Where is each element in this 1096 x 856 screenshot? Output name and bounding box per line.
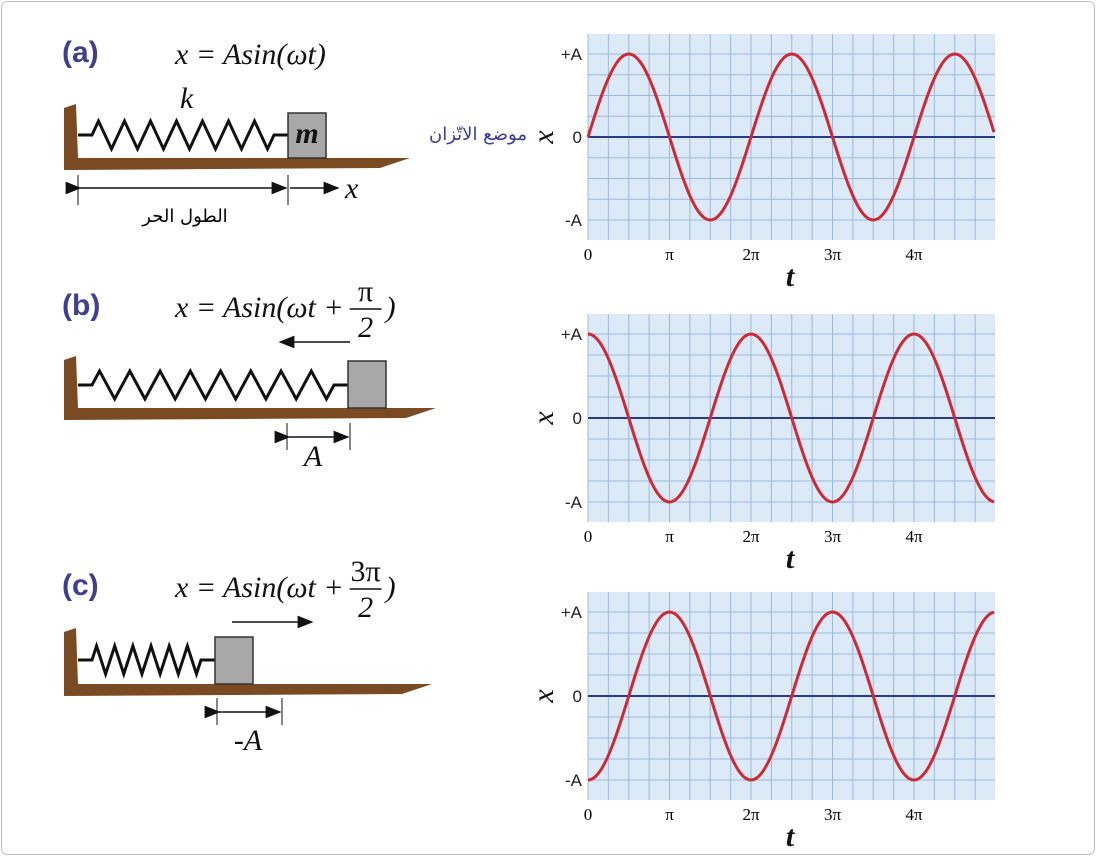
x-tick-label: π <box>665 805 674 824</box>
x-tick-label: 2π <box>742 805 760 824</box>
fraction-denominator: 2 <box>358 311 373 344</box>
x-tick-label: π <box>665 245 674 264</box>
x-tick-label: 2π <box>742 245 760 264</box>
fraction-denominator: 2 <box>358 591 373 624</box>
equilibrium-label: موضع الاتّزان <box>429 124 527 145</box>
equation: x = Asin(ωt + <box>174 291 344 324</box>
spring-label: k <box>180 82 194 115</box>
mass <box>287 112 327 159</box>
spring <box>78 641 215 679</box>
equation: ) <box>384 291 396 324</box>
mass <box>347 360 387 409</box>
floor <box>64 684 432 696</box>
y-tick-label: +A <box>561 603 583 622</box>
amplitude-label: -A <box>234 724 263 757</box>
y-tick-label: -A <box>565 771 583 790</box>
curve <box>587 332 995 504</box>
equation: x = Asin(ωt + <box>174 571 344 604</box>
y-axis-label: x <box>527 411 560 426</box>
x-tick-label: 3π <box>824 805 842 824</box>
x-tick-label: 4π <box>905 527 923 546</box>
x-tick-label: 0 <box>584 527 593 546</box>
x-tick-label: 4π <box>905 805 923 824</box>
x-axis-label: t <box>786 820 796 853</box>
floor <box>64 408 436 420</box>
y-tick-label: -A <box>565 211 583 230</box>
x-tick-label: 2π <box>742 527 760 546</box>
x-tick-label: 0 <box>584 245 593 264</box>
panel-label: (b) <box>62 289 100 322</box>
y-axis-label: x <box>527 689 560 704</box>
curve <box>586 52 996 222</box>
spring <box>78 367 348 403</box>
equation: ) <box>384 571 396 604</box>
amplitude-label: A <box>302 440 323 473</box>
panel-label: (a) <box>62 36 99 69</box>
y-tick-label: -A <box>565 493 583 512</box>
x-axis-label: t <box>786 260 796 293</box>
fraction-numerator: π <box>358 275 373 308</box>
y-tick-label: +A <box>561 45 583 64</box>
equation: x = Asin(ωt) <box>174 38 326 71</box>
wall <box>64 628 78 694</box>
spring <box>78 117 288 153</box>
panel-label: (c) <box>62 569 99 602</box>
x-tick-label: π <box>665 527 674 546</box>
displacement-label: x <box>344 172 359 205</box>
fraction-numerator: 3π <box>351 555 381 588</box>
wall <box>64 104 78 168</box>
y-tick-label: +A <box>561 325 583 344</box>
y-tick-label: 0 <box>573 687 582 706</box>
mass-label: m <box>295 117 318 150</box>
x-axis-label: t <box>786 542 796 575</box>
x-tick-label: 0 <box>584 805 593 824</box>
x-tick-label: 3π <box>824 245 842 264</box>
wall <box>64 356 78 418</box>
x-tick-label: 3π <box>824 527 842 546</box>
x-tick-label: 4π <box>905 245 923 264</box>
mass <box>214 636 254 685</box>
free-length-label: الطول الحر <box>141 206 227 227</box>
y-tick-label: 0 <box>573 128 582 147</box>
floor <box>64 158 410 170</box>
y-axis-label: x <box>527 130 560 145</box>
y-tick-label: 0 <box>573 409 582 428</box>
curve <box>587 610 995 782</box>
